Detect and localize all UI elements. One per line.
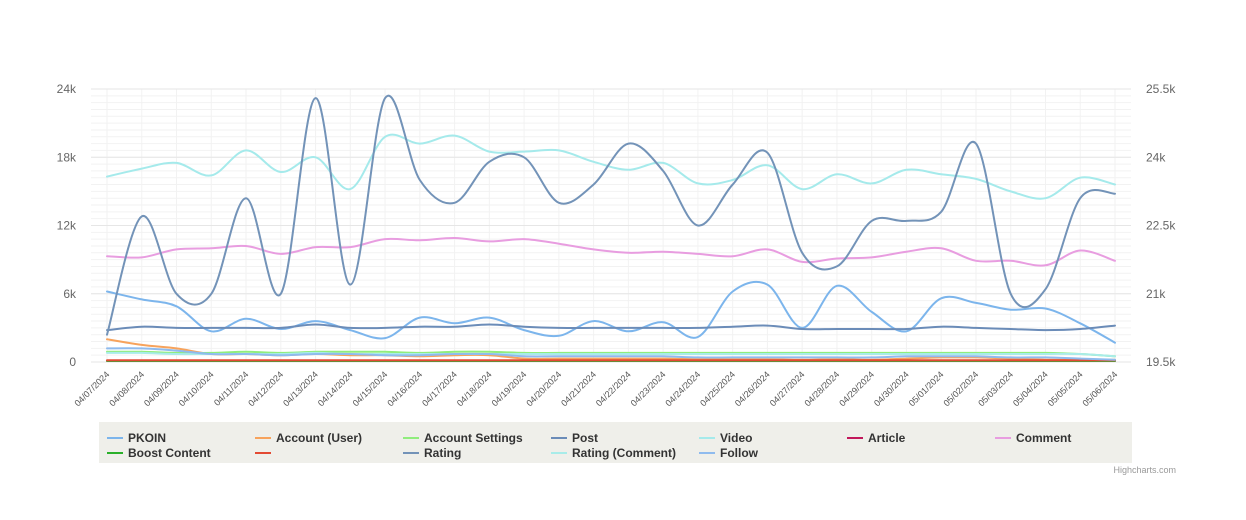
y-axis-left: 0 6k 12k 18k 24k bbox=[57, 82, 77, 369]
legend-label: Rating (Comment) bbox=[572, 445, 676, 460]
x-tick-label: 04/21/2024 bbox=[559, 369, 598, 408]
x-tick-label: 04/22/2024 bbox=[594, 369, 633, 408]
x-tick-label: 05/06/2024 bbox=[1080, 369, 1119, 408]
x-tick-label: 04/16/2024 bbox=[385, 369, 424, 408]
x-tick-label: 04/29/2024 bbox=[837, 369, 876, 408]
legend-item-rating-comment[interactable]: Rating (Comment) bbox=[551, 445, 676, 460]
series-line-follow[interactable] bbox=[106, 347, 1116, 361]
series-line-comment[interactable] bbox=[106, 236, 1116, 267]
x-tick-label: 04/13/2024 bbox=[281, 369, 320, 408]
series-line-post[interactable] bbox=[106, 323, 1116, 332]
legend-label: Article bbox=[868, 430, 906, 445]
legend-label: Account (User) bbox=[276, 430, 363, 445]
legend-item-account-settings[interactable]: Account Settings bbox=[403, 430, 523, 445]
legend-label: Post bbox=[572, 430, 599, 445]
legend: PKOIN Account (User) Account Settings Post V… bbox=[99, 422, 1132, 463]
x-tick-label: 05/04/2024 bbox=[1011, 369, 1050, 408]
y-right-tick-label: 24k bbox=[1146, 150, 1166, 164]
x-tick-label: 04/14/2024 bbox=[316, 369, 355, 408]
grid-major bbox=[91, 88, 1131, 363]
y-left-tick-label: 6k bbox=[63, 287, 77, 301]
x-tick-label: 04/18/2024 bbox=[455, 369, 494, 408]
series-line-rating-comment[interactable] bbox=[106, 351, 1116, 358]
legend-item-video[interactable]: Video bbox=[699, 430, 752, 445]
legend-swatch bbox=[551, 451, 567, 454]
series-line-pkoin[interactable] bbox=[106, 280, 1116, 344]
x-tick-label: 04/26/2024 bbox=[733, 369, 772, 408]
x-tick-label: 04/30/2024 bbox=[872, 369, 911, 408]
x-tick-label: 04/24/2024 bbox=[663, 369, 702, 408]
legend-swatch bbox=[107, 436, 123, 439]
legend-swatch bbox=[847, 436, 863, 439]
x-tick-label: 04/08/2024 bbox=[107, 369, 146, 408]
legend-swatch bbox=[699, 436, 715, 439]
x-tick-label: 05/05/2024 bbox=[1046, 369, 1085, 408]
x-tick-label: 04/25/2024 bbox=[698, 369, 737, 408]
legend-swatch bbox=[255, 436, 271, 439]
legend-swatch bbox=[255, 451, 271, 454]
series-lines bbox=[106, 94, 1116, 362]
x-tick-label: 05/01/2024 bbox=[907, 369, 946, 408]
x-tick-label: 05/03/2024 bbox=[976, 369, 1015, 408]
legend-item-unnamed-8[interactable] bbox=[255, 445, 276, 460]
x-tick-label: 05/02/2024 bbox=[941, 369, 980, 408]
credits-link[interactable]: Highcharts.com bbox=[1113, 465, 1176, 475]
legend-label: Boost Content bbox=[128, 445, 211, 460]
x-tick-label: 04/23/2024 bbox=[629, 369, 668, 408]
legend-item-follow[interactable]: Follow bbox=[699, 445, 758, 460]
legend-label: Comment bbox=[1016, 430, 1072, 445]
legend-label: Video bbox=[720, 430, 753, 445]
grid-minor bbox=[91, 88, 1131, 363]
x-tick-label: 04/10/2024 bbox=[177, 369, 216, 408]
y-right-tick-label: 19.5k bbox=[1146, 355, 1176, 369]
x-tick-label: 04/17/2024 bbox=[420, 369, 459, 408]
legend-label: Follow bbox=[720, 445, 758, 460]
legend-swatch bbox=[403, 436, 419, 439]
y-left-tick-label: 0 bbox=[69, 355, 76, 369]
y-left-tick-label: 12k bbox=[57, 219, 77, 233]
y-axis-right: 19.5k 21k 22.5k 24k 25.5k bbox=[1146, 82, 1176, 369]
legend-label: Rating bbox=[424, 445, 462, 460]
legend-swatch bbox=[107, 451, 123, 454]
legend-swatch bbox=[699, 451, 715, 454]
legend-label: Account Settings bbox=[424, 430, 523, 445]
legend-swatch bbox=[403, 451, 419, 454]
y-left-tick-label: 24k bbox=[57, 82, 77, 96]
legend-item-article[interactable]: Article bbox=[847, 430, 905, 445]
y-left-tick-label: 18k bbox=[57, 150, 77, 164]
x-tick-label: 04/07/2024 bbox=[72, 369, 111, 408]
legend-swatch bbox=[995, 436, 1011, 439]
x-tick-label: 04/09/2024 bbox=[142, 369, 181, 408]
y-right-tick-label: 25.5k bbox=[1146, 82, 1176, 96]
series-line-rating[interactable] bbox=[106, 94, 1116, 336]
x-tick-label: 04/28/2024 bbox=[802, 369, 841, 408]
x-tick-label: 04/19/2024 bbox=[490, 369, 529, 408]
y-right-tick-label: 22.5k bbox=[1146, 219, 1176, 233]
x-tick-label: 04/15/2024 bbox=[351, 369, 390, 408]
legend-label: PKOIN bbox=[128, 430, 167, 445]
x-tick-label: 04/11/2024 bbox=[212, 369, 250, 407]
x-axis: 04/07/202404/08/202404/09/202404/10/2024… bbox=[72, 369, 1119, 408]
y-right-tick-label: 21k bbox=[1146, 287, 1166, 301]
legend-item-rating[interactable]: Rating bbox=[403, 445, 461, 460]
x-tick-label: 04/20/2024 bbox=[524, 369, 563, 408]
legend-item-comment[interactable]: Comment bbox=[995, 430, 1071, 445]
legend-item-pkoin[interactable]: PKOIN bbox=[107, 430, 166, 445]
legend-item-boost-content[interactable]: Boost Content bbox=[107, 445, 211, 460]
legend-swatch bbox=[551, 436, 567, 439]
series-line-video[interactable] bbox=[106, 133, 1116, 200]
legend-item-post[interactable]: Post bbox=[551, 430, 598, 445]
legend-item-account-user[interactable]: Account (User) bbox=[255, 430, 362, 445]
x-tick-label: 04/12/2024 bbox=[246, 369, 285, 408]
x-tick-label: 04/27/2024 bbox=[768, 369, 807, 408]
series-line-account-settings[interactable] bbox=[106, 350, 1116, 358]
